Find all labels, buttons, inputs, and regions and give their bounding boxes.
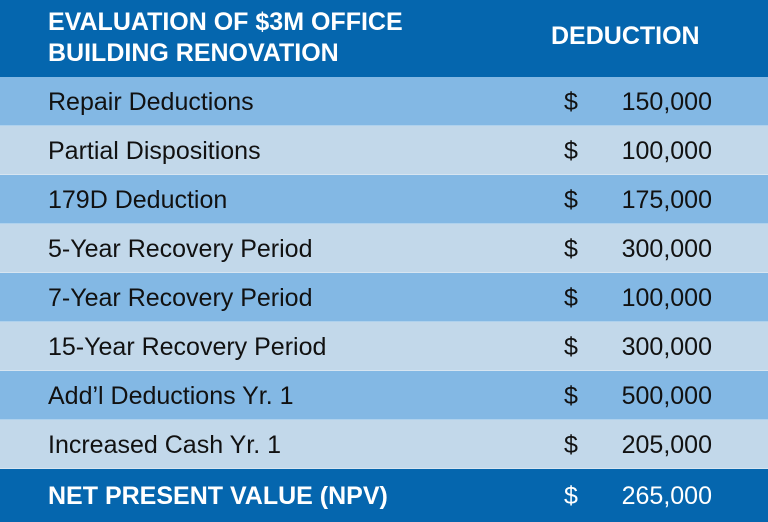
row-amount: 300,000 (621, 235, 712, 263)
column-header-deduction: DEDUCTION (551, 22, 700, 50)
table-row: Add’l Deductions Yr. 1 $500,000 (0, 371, 768, 420)
title-line-2: BUILDING RENOVATION (48, 39, 339, 67)
currency-symbol: $ (564, 431, 578, 459)
currency-symbol: $ (564, 284, 578, 312)
row-label: Increased Cash Yr. 1 (48, 431, 282, 459)
row-amount: 205,000 (621, 431, 712, 459)
row-label: NET PRESENT VALUE (NPV) (48, 482, 388, 510)
currency-symbol: $ (564, 482, 578, 510)
row-amount: 100,000 (621, 284, 712, 312)
currency-symbol: $ (564, 333, 578, 361)
currency-symbol: $ (564, 186, 578, 214)
table-row: Partial Dispositions $100,000 (0, 126, 768, 175)
row-amount: 100,000 (621, 137, 712, 165)
row-amount: 300,000 (621, 333, 712, 361)
currency-symbol: $ (564, 382, 578, 410)
total-row-npv: NET PRESENT VALUE (NPV) $ 265,000 (0, 469, 768, 522)
currency-symbol: $ (564, 137, 578, 165)
row-amount: 175,000 (621, 186, 712, 214)
row-label: 7-Year Recovery Period (48, 284, 313, 312)
table-row: 179D Deduction $175,000 (0, 175, 768, 224)
row-label: Partial Dispositions (48, 137, 261, 165)
row-label: 15-Year Recovery Period (48, 333, 327, 361)
row-label: 5-Year Recovery Period (48, 235, 313, 263)
row-label: Add’l Deductions Yr. 1 (48, 382, 294, 410)
currency-symbol: $ (564, 88, 578, 116)
table-title: EVALUATION OF $3M OFFICE BUILDING RENOVA… (48, 7, 403, 69)
table-row: 15-Year Recovery Period $300,000 (0, 322, 768, 371)
table-row: Repair Deductions $150,000 (0, 77, 768, 126)
title-line-1: EVALUATION OF $3M OFFICE (48, 8, 403, 36)
row-label: 179D Deduction (48, 186, 228, 214)
currency-symbol: $ (564, 235, 578, 263)
table-row: 7-Year Recovery Period $100,000 (0, 273, 768, 322)
row-amount: 150,000 (621, 88, 712, 116)
row-label: Repair Deductions (48, 88, 254, 116)
row-amount: 265,000 (621, 482, 712, 510)
table-row: 5-Year Recovery Period $300,000 (0, 224, 768, 273)
table-header: EVALUATION OF $3M OFFICE BUILDING RENOVA… (0, 0, 768, 77)
table-row: Increased Cash Yr. 1 $205,000 (0, 420, 768, 469)
row-amount: 500,000 (621, 382, 712, 410)
